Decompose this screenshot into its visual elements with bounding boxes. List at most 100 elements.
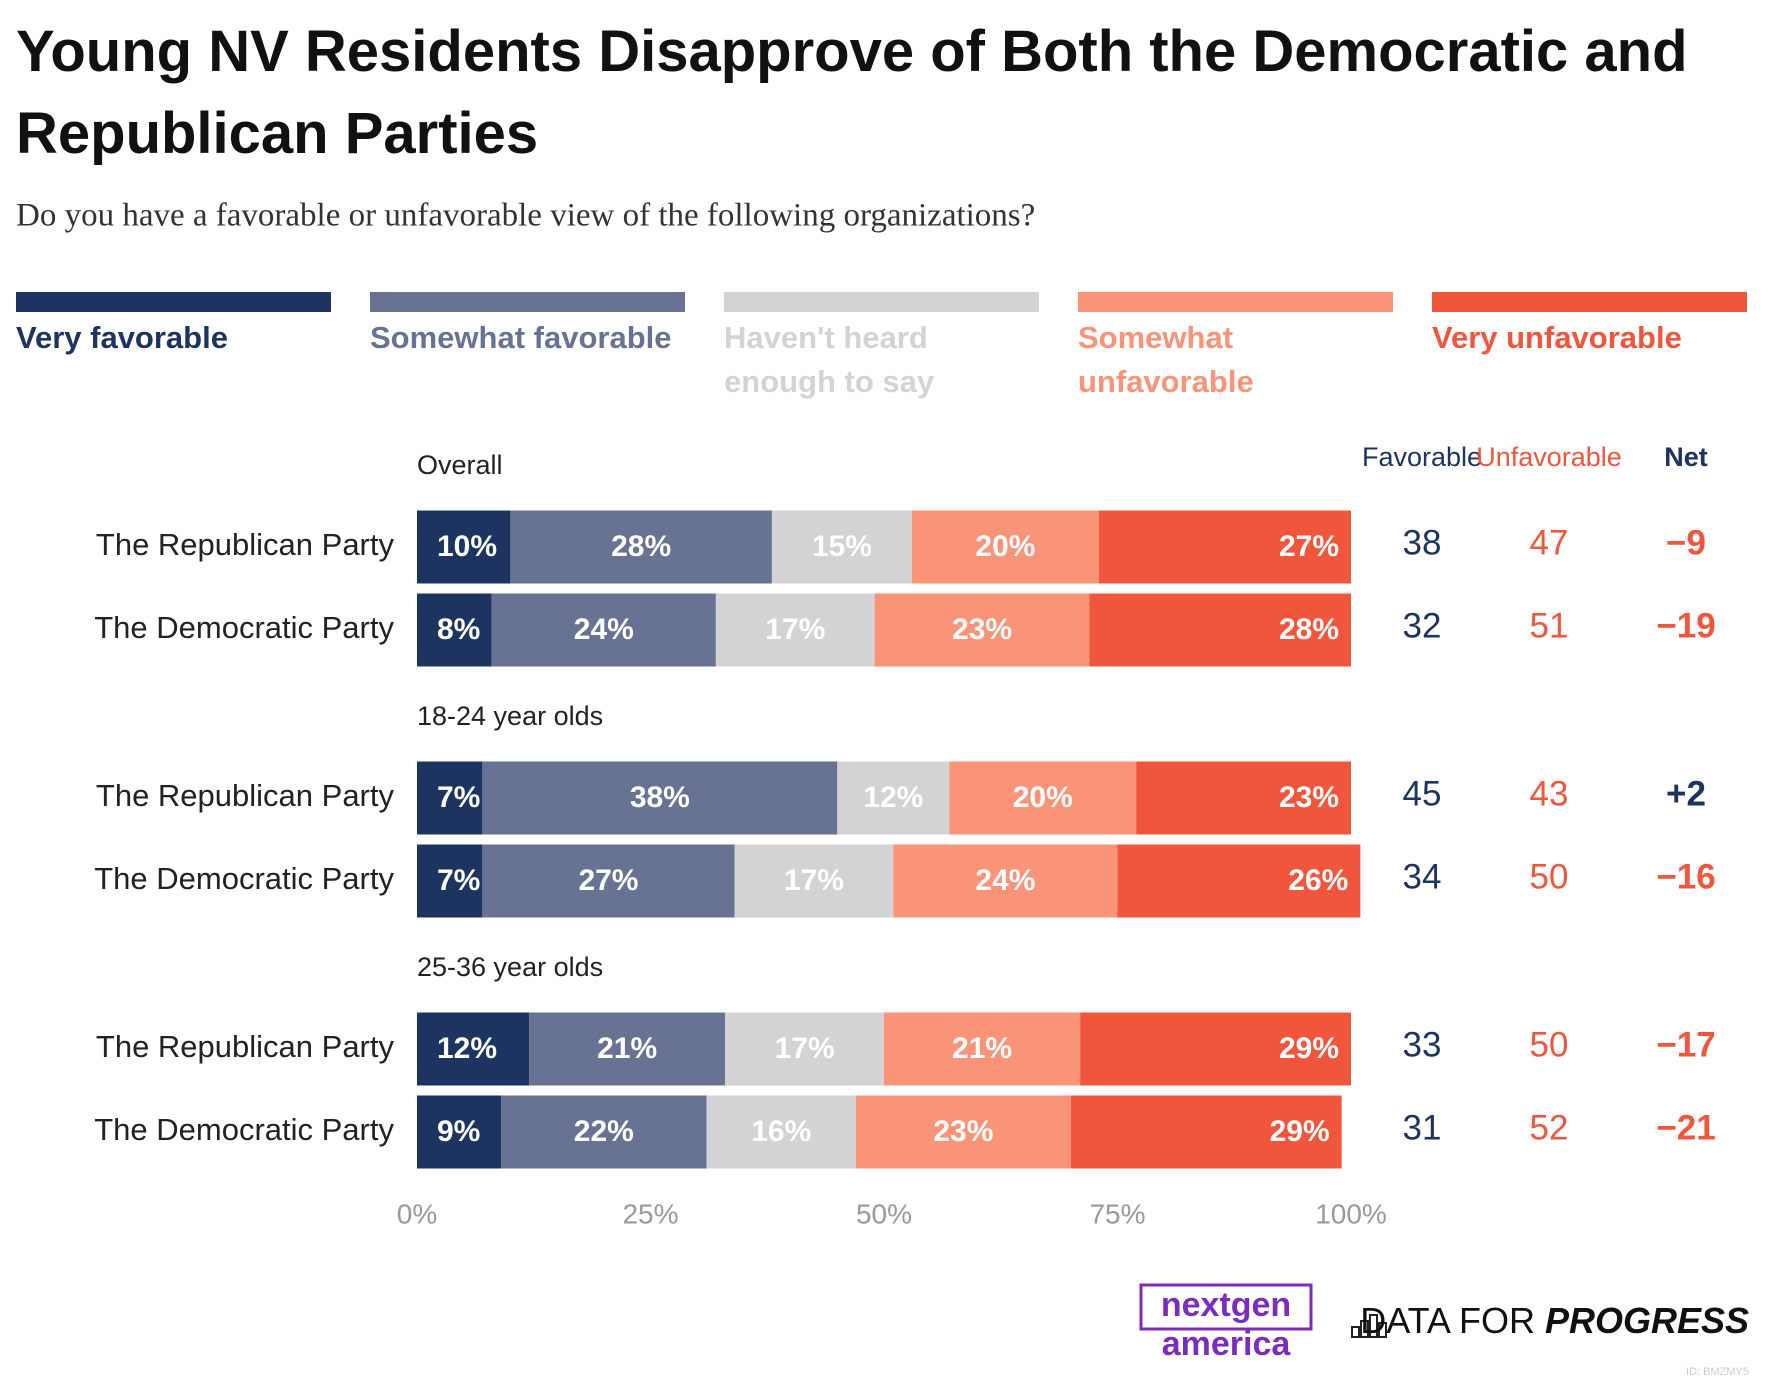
bar-segment (417, 1095, 502, 1169)
column-header: Net (1664, 442, 1708, 472)
x-tick-label: 100% (1315, 1198, 1387, 1229)
summary-value: 31 (1403, 1108, 1442, 1147)
logo-text: DATA FOR (1360, 1300, 1535, 1341)
logo-text: PROGRESS (1545, 1300, 1749, 1341)
logo-text: america (1162, 1325, 1292, 1363)
bar-segment (501, 1095, 707, 1169)
value-label: 28% (1279, 613, 1339, 646)
value-label: 23% (952, 613, 1012, 646)
summary-value: 51 (1530, 606, 1569, 645)
bar-segment (874, 593, 1090, 667)
summary-value: 32 (1403, 606, 1442, 645)
summary-value: 34 (1403, 857, 1442, 896)
summary-value: 47 (1530, 523, 1569, 562)
logo-icon (1360, 1320, 1369, 1338)
bar-segment (417, 510, 511, 584)
value-label: 26% (1288, 864, 1348, 897)
summary-value: +2 (1666, 774, 1706, 813)
bar-segment (884, 1012, 1081, 1086)
summary-value: 33 (1403, 1025, 1442, 1064)
value-label: 20% (1013, 781, 1073, 814)
row-label: The Republican Party (96, 1029, 395, 1064)
value-label: 16% (751, 1115, 811, 1148)
value-label: 20% (975, 530, 1035, 563)
value-label: 27% (1279, 530, 1339, 563)
summary-value: −19 (1656, 606, 1715, 645)
column-header: Unfavorable (1476, 442, 1622, 472)
summary-value: 43 (1530, 774, 1569, 813)
value-label: 22% (574, 1115, 634, 1148)
logo-icon (1378, 1322, 1387, 1338)
x-tick-label: 0% (397, 1198, 437, 1229)
x-tick-label: 75% (1089, 1198, 1145, 1229)
bar-segment (482, 761, 838, 835)
value-label: 28% (611, 530, 671, 563)
chart-subtitle: Do you have a favorable or unfavorable v… (16, 198, 1035, 234)
summary-value: 50 (1530, 1025, 1569, 1064)
bar-segment (417, 1012, 530, 1086)
value-label: 12% (437, 1032, 497, 1065)
logo-box (1139, 1283, 1313, 1331)
bar-segment (1080, 1012, 1351, 1086)
bar-segment (1070, 1095, 1342, 1169)
bar-segment (417, 844, 483, 918)
summary-value: −21 (1656, 1108, 1715, 1147)
summary-value: −16 (1656, 857, 1715, 896)
legend-swatch (16, 292, 331, 312)
logo-icon (1351, 1326, 1360, 1338)
summary-value: 45 (1403, 774, 1442, 813)
value-label: 21% (597, 1032, 657, 1065)
value-label: 38% (630, 781, 690, 814)
group-label: Overall (417, 450, 503, 480)
summary-value: 38 (1403, 523, 1442, 562)
logo-icon (1369, 1314, 1378, 1338)
x-tick-label: 25% (622, 1198, 678, 1229)
value-label: 21% (952, 1032, 1012, 1065)
legend-swatch (1078, 292, 1393, 312)
bar-segment (893, 844, 1118, 918)
value-label: 9% (437, 1115, 480, 1148)
legend-swatch (1432, 292, 1747, 312)
logo-text: DATA FOR PROGRESS (1360, 1300, 1749, 1341)
row-label: The Democratic Party (94, 861, 394, 896)
value-label: 17% (775, 1032, 835, 1065)
bar-segment (510, 510, 772, 584)
value-label: 8% (437, 613, 480, 646)
value-label: 7% (437, 864, 480, 897)
bar-segment (1136, 761, 1351, 835)
bar-segment (706, 1095, 856, 1169)
bar-segment (1098, 510, 1351, 584)
value-label: 23% (933, 1115, 993, 1148)
row-label: The Republican Party (96, 527, 395, 562)
value-label: 27% (578, 864, 638, 897)
value-label: 7% (437, 781, 480, 814)
legend-label: Somewhat favorable (370, 320, 672, 355)
value-label: 17% (765, 613, 825, 646)
row-label: The Democratic Party (94, 1112, 394, 1147)
bar-segment (482, 844, 735, 918)
bar-segment (771, 510, 913, 584)
value-label: 29% (1270, 1115, 1330, 1148)
column-header: Favorable (1362, 442, 1482, 472)
value-label: 24% (975, 864, 1035, 897)
summary-value: −17 (1656, 1025, 1715, 1064)
bar-segment (491, 593, 716, 667)
bar-segment (837, 761, 950, 835)
bar-segment (855, 1095, 1071, 1169)
row-label: The Democratic Party (94, 610, 394, 645)
legend-label: Haven't heard enough to say (724, 320, 935, 399)
value-label: 12% (863, 781, 923, 814)
bar-segment (912, 510, 1099, 584)
row-label: The Republican Party (96, 778, 395, 813)
x-tick-label: 50% (856, 1198, 912, 1229)
bar-segment (715, 593, 875, 667)
bar-segment (529, 1012, 726, 1086)
group-label: 18-24 year olds (417, 701, 603, 731)
legend-label: Very favorable (16, 320, 228, 355)
bar-segment (417, 593, 492, 667)
group-label: 25-36 year olds (417, 952, 603, 982)
bar-segment (725, 1012, 884, 1086)
chart-title: Young NV Residents Disapprove of Both th… (16, 19, 1688, 166)
